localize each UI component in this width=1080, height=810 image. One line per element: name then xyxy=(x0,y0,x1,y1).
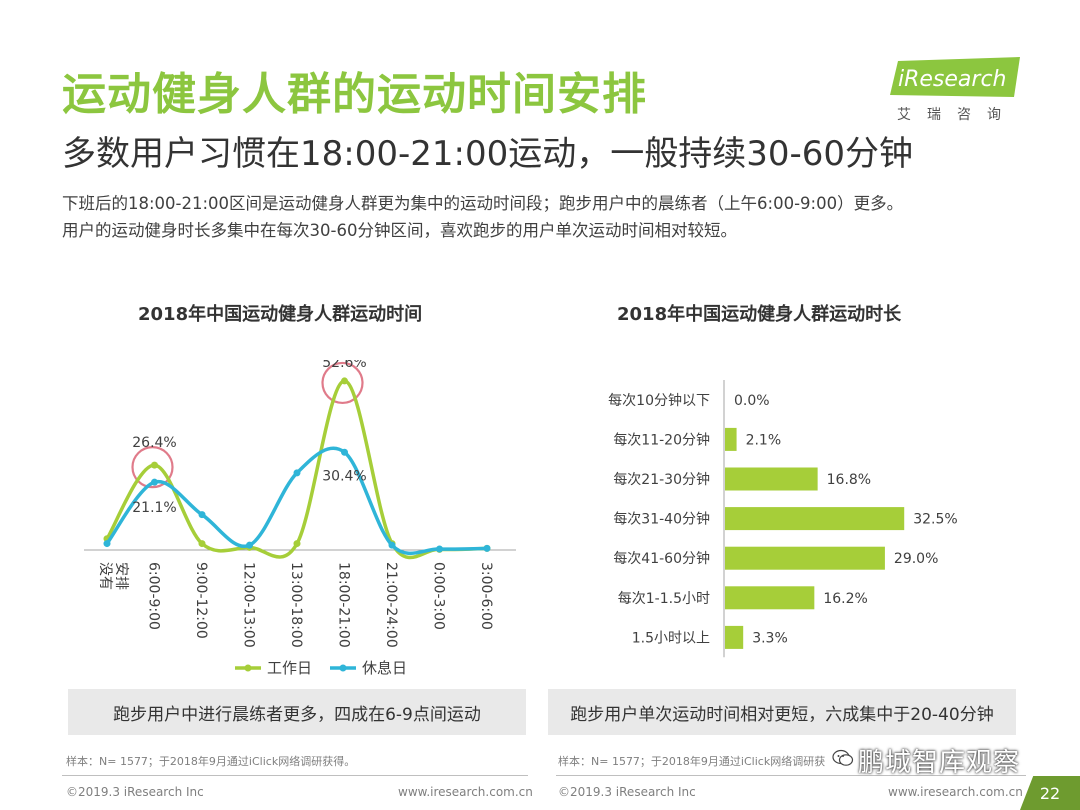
line-chart: 26.4% 21.1% 52.6% 30.4% 没有 安排 6:00-9:00 9:00-12… xyxy=(84,360,516,677)
url-right[interactable]: www.iresearch.com.cn xyxy=(888,785,1023,799)
bar-4 xyxy=(725,546,885,570)
point-休息日-6:00-9:00 xyxy=(151,478,158,486)
x-tick-label-2: 9:00-12:00 xyxy=(193,562,209,639)
page-number: 22 xyxy=(1020,776,1080,810)
copyright-left: ©2019.3 iResearch Inc xyxy=(66,785,204,799)
point-休息日-没有安排 xyxy=(103,540,111,548)
point-休息日-9:00-12:00 xyxy=(198,511,206,519)
line-chart-title: 2018年中国运动健身人群运动时间 xyxy=(138,304,423,325)
watermark-text: 鹏城智库观察 xyxy=(858,748,1021,778)
point-工作日-6:00-9:00 xyxy=(151,461,158,469)
point-休息日-13:00-18:00 xyxy=(293,469,301,477)
point-休息日-12:00-13:00 xyxy=(246,541,253,549)
copyright-right: ©2019.3 iResearch Inc xyxy=(558,785,696,799)
bar-6 xyxy=(725,625,744,649)
x-tick-label-4: 13:00-18:00 xyxy=(288,562,304,648)
wechat-icon xyxy=(832,749,854,766)
legend-marker-休息日 xyxy=(339,664,347,672)
legend-marker-工作日 xyxy=(244,664,252,672)
bar-value-label-4: 29.0% xyxy=(894,551,938,567)
right-callout: 跑步用户单次运动时间相对更短，六成集中于20-40分钟 xyxy=(548,689,1016,735)
x-tick-label-0-b: 安排 xyxy=(113,562,129,590)
url-left[interactable]: www.iresearch.com.cn xyxy=(398,785,533,799)
bar-category-label-3: 每次31-40分钟 xyxy=(613,511,710,528)
svg-text:iResearch: iResearch xyxy=(898,67,1007,92)
x-tick-label-0: 没有 xyxy=(97,562,113,590)
bar-category-label-5: 每次1-1.5小时 xyxy=(618,591,710,607)
bar-value-label-5: 16.2% xyxy=(823,591,867,607)
bar-value-label-1: 2.1% xyxy=(746,432,782,448)
x-tick-label-1: 6:00-9:00 xyxy=(146,562,162,630)
data-label-1: 21.1% xyxy=(132,500,176,516)
highlight-circle-6:00-9:00 xyxy=(131,446,174,489)
data-label-2: 52.6% xyxy=(322,360,366,371)
bar-value-label-2: 16.8% xyxy=(827,472,871,488)
x-tick-label-3: 12:00-13:00 xyxy=(241,562,257,648)
highlight-circle-18:00-21:00 xyxy=(321,361,364,405)
x-tick-label-5: 18:00-21:00 xyxy=(336,562,352,648)
x-tick-label-6: 21:00-24:00 xyxy=(383,562,399,648)
legend-label-工作日: 工作日 xyxy=(267,659,312,677)
page-title: 运动健身人群的运动时间安排 xyxy=(62,69,647,120)
bar-value-label-6: 3.3% xyxy=(752,630,788,646)
bar-value-label-0: 0.0% xyxy=(734,393,770,409)
series-line-工作日 xyxy=(105,379,488,560)
point-工作日-18:00-21:00 xyxy=(341,377,348,385)
point-工作日-9:00-12:00 xyxy=(198,540,206,548)
point-休息日-21:00-24:00 xyxy=(388,541,396,549)
bar-1 xyxy=(725,427,737,451)
point-休息日-0:00-3:00 xyxy=(436,545,443,553)
left-callout: 跑步用户中进行晨练者更多，四成在6-9点间运动 xyxy=(68,689,526,735)
x-tick-label-8: 3:00-6:00 xyxy=(478,562,494,630)
data-label-0: 26.4% xyxy=(132,435,176,451)
point-休息日-18:00-21:00 xyxy=(341,448,348,456)
legend-label-休息日: 休息日 xyxy=(362,659,407,677)
footer-divider-left xyxy=(62,775,528,776)
data-label-3: 30.4% xyxy=(322,468,366,484)
sample-note-left: 样本：N= 1577；于2018年9月通过iClick网络调研获得。 xyxy=(66,755,356,768)
bar-3 xyxy=(725,507,905,531)
point-工作日-13:00-18:00 xyxy=(293,540,301,548)
bar-chart-title: 2018年中国运动健身人群运动时长 xyxy=(617,304,902,325)
x-tick-label-7: 0:00-3:00 xyxy=(431,562,447,630)
bar-category-label-1: 每次11-20分钟 xyxy=(613,431,710,448)
description-line-2: 用户的运动健身时长多集中在每次30-60分钟区间，喜欢跑步的用户单次运动时间相对… xyxy=(62,221,737,240)
bar-chart: 每次10分钟以下 0.0% 每次11-20分钟 2.1% 每次21-30分钟 16.8% 每… xyxy=(608,380,958,658)
bar-value-label-3: 32.5% xyxy=(913,512,957,528)
bar-5 xyxy=(725,586,815,610)
bar-2 xyxy=(725,467,818,491)
iresearch-logo: iResearch xyxy=(890,57,1020,97)
footer-divider-right xyxy=(556,775,1026,776)
description-line-1: 下班后的18:00-21:00区间是运动健身人群更为集中的运动时间段；跑步用户中… xyxy=(62,194,904,213)
sample-note-right: 样本：N= 1577；于2018年9月通过iClick网络调研获 xyxy=(558,755,826,768)
logo-subtitle: 艾瑞咨询 xyxy=(897,107,1017,123)
bar-category-label-4: 每次41-60分钟 xyxy=(613,550,710,567)
bar-category-label-6: 1.5小时以上 xyxy=(632,630,710,646)
point-休息日-3:00-6:00 xyxy=(483,544,491,552)
bar-category-label-2: 每次21-30分钟 xyxy=(613,471,710,488)
bar-category-label-0: 每次10分钟以下 xyxy=(608,392,710,409)
page-subtitle: 多数用户习惯在18:00-21:00运动，一般持续30-60分钟 xyxy=(62,134,914,174)
